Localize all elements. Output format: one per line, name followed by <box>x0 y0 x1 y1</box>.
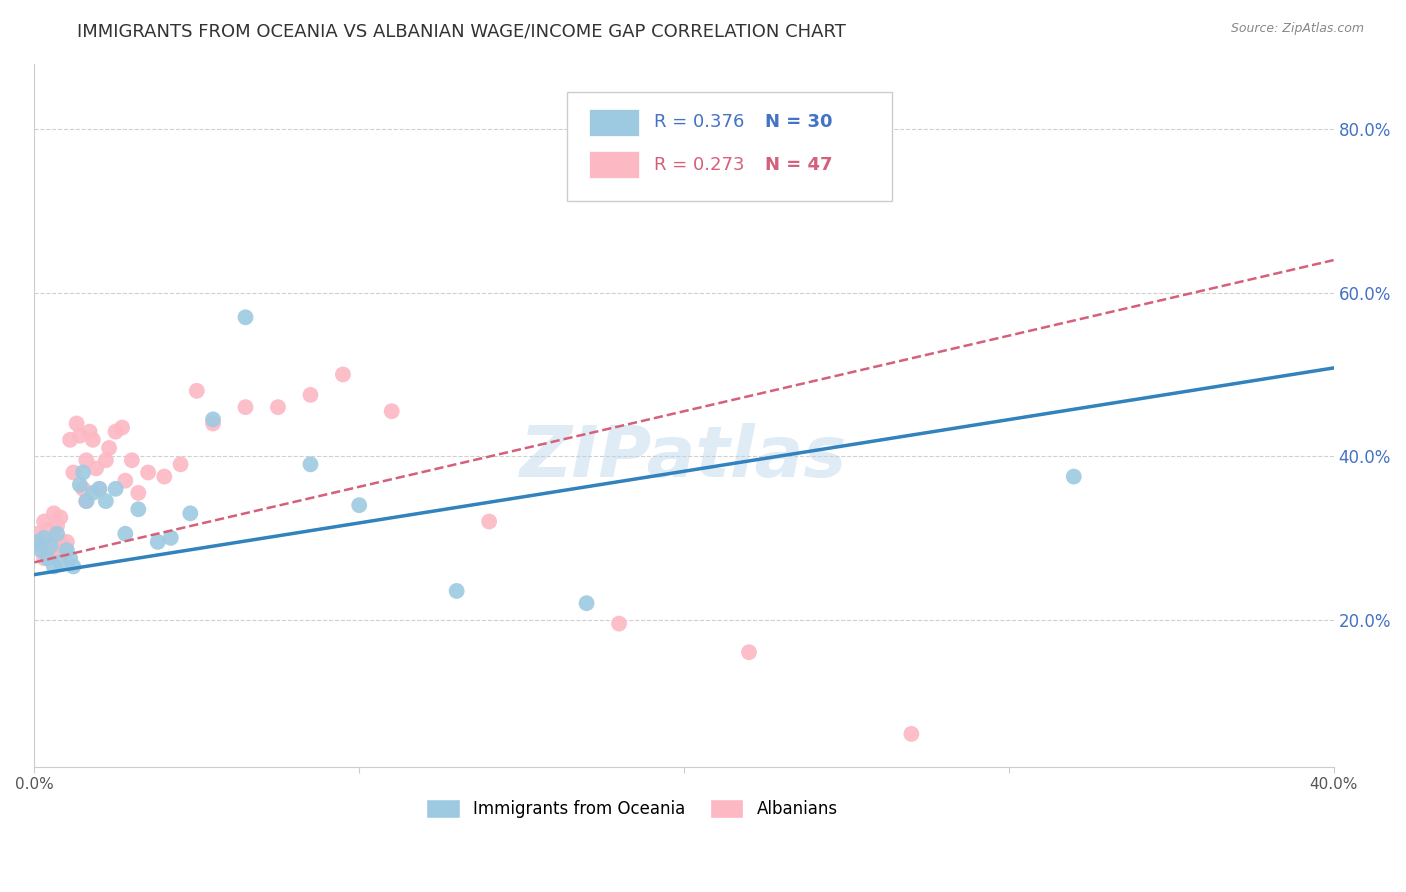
Point <box>332 368 354 382</box>
Point <box>1063 469 1085 483</box>
Text: N = 30: N = 30 <box>765 113 832 131</box>
Point <box>111 420 134 434</box>
Text: IMMIGRANTS FROM OCEANIA VS ALBANIAN WAGE/INCOME GAP CORRELATION CHART: IMMIGRANTS FROM OCEANIA VS ALBANIAN WAGE… <box>77 22 846 40</box>
Point <box>82 486 104 500</box>
Point <box>62 559 84 574</box>
Point <box>136 466 159 480</box>
Point <box>59 551 82 566</box>
Point <box>42 506 65 520</box>
Point <box>56 543 79 558</box>
Point <box>575 596 598 610</box>
Point <box>186 384 208 398</box>
Point <box>127 502 149 516</box>
Text: N = 47: N = 47 <box>765 155 832 174</box>
Point <box>121 453 143 467</box>
Point <box>607 616 630 631</box>
Point <box>65 417 87 431</box>
Point <box>30 539 52 553</box>
Point <box>159 531 181 545</box>
Point <box>75 453 97 467</box>
Point <box>37 523 59 537</box>
Point <box>82 433 104 447</box>
FancyBboxPatch shape <box>567 92 891 201</box>
Point <box>146 535 169 549</box>
Point <box>27 526 49 541</box>
Point <box>299 388 322 402</box>
Point <box>169 458 191 472</box>
Point <box>89 482 111 496</box>
Point <box>49 555 72 569</box>
Point <box>59 433 82 447</box>
Point <box>235 400 257 414</box>
Point <box>104 425 127 439</box>
Point <box>27 535 49 549</box>
Text: R = 0.273: R = 0.273 <box>654 155 745 174</box>
Point <box>79 425 101 439</box>
Point <box>381 404 404 418</box>
Point <box>127 486 149 500</box>
Point <box>46 518 69 533</box>
Point <box>89 482 111 496</box>
Point <box>72 466 94 480</box>
Point <box>42 559 65 574</box>
Point <box>202 412 225 426</box>
Point <box>114 526 136 541</box>
Point <box>153 469 176 483</box>
Point <box>49 510 72 524</box>
Point <box>69 477 91 491</box>
Point <box>235 310 257 325</box>
Point <box>37 551 59 566</box>
Point <box>52 543 75 558</box>
Point <box>39 547 62 561</box>
Point <box>98 441 121 455</box>
Text: ZIPatlas: ZIPatlas <box>520 423 848 492</box>
Point <box>347 498 370 512</box>
Point <box>202 417 225 431</box>
Point <box>32 515 55 529</box>
Point <box>104 482 127 496</box>
Point <box>56 535 79 549</box>
Point <box>114 474 136 488</box>
Point <box>478 515 501 529</box>
Point <box>94 494 117 508</box>
Point <box>75 494 97 508</box>
Point <box>30 543 52 558</box>
Point <box>299 458 322 472</box>
Legend: Immigrants from Oceania, Albanians: Immigrants from Oceania, Albanians <box>419 792 845 825</box>
Point <box>32 551 55 566</box>
FancyBboxPatch shape <box>589 109 638 136</box>
Point <box>46 526 69 541</box>
Point <box>62 466 84 480</box>
Point <box>94 453 117 467</box>
Point <box>49 535 72 549</box>
FancyBboxPatch shape <box>589 151 638 178</box>
Point <box>69 428 91 442</box>
Point <box>179 506 201 520</box>
Point <box>267 400 290 414</box>
Point <box>46 543 69 558</box>
Point <box>738 645 761 659</box>
Point <box>39 535 62 549</box>
Point <box>900 727 922 741</box>
Text: R = 0.376: R = 0.376 <box>654 113 745 131</box>
Point <box>446 583 468 598</box>
Text: Source: ZipAtlas.com: Source: ZipAtlas.com <box>1230 22 1364 36</box>
Point <box>32 531 55 545</box>
Point <box>75 494 97 508</box>
Point <box>39 539 62 553</box>
Point <box>42 531 65 545</box>
Point <box>84 461 107 475</box>
Point <box>72 482 94 496</box>
